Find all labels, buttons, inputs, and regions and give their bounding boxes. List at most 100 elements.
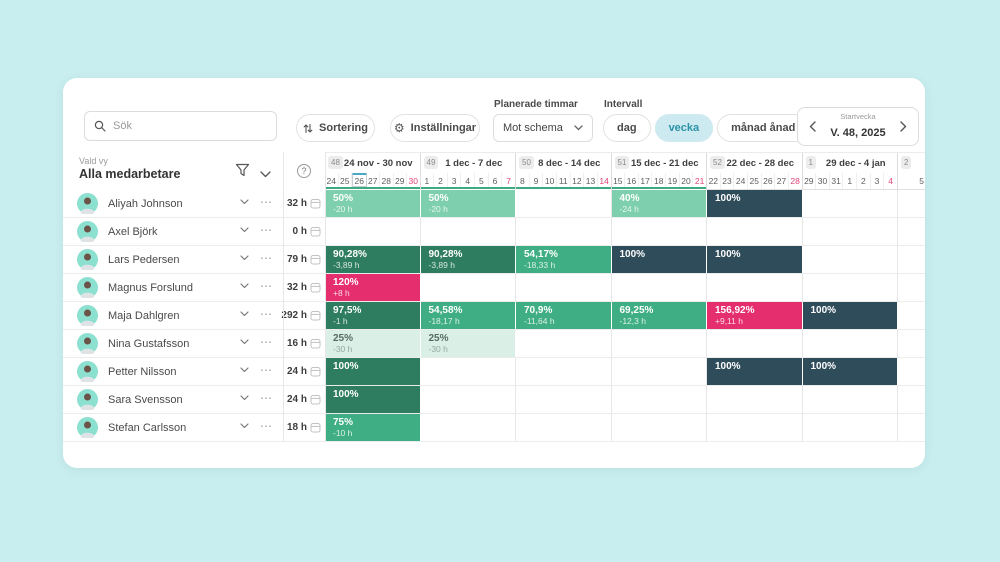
day-header[interactable]: 6 bbox=[489, 173, 503, 187]
grid-cell[interactable] bbox=[707, 386, 803, 413]
chevron-down-icon[interactable] bbox=[240, 199, 249, 205]
employee-cell[interactable]: Petter Nilsson ⋯ bbox=[63, 358, 283, 385]
grid-cell[interactable] bbox=[898, 246, 925, 273]
grid-cell[interactable] bbox=[707, 218, 803, 245]
day-header[interactable]: 30 bbox=[408, 176, 418, 186]
row-menu-icon[interactable]: ⋯ bbox=[260, 251, 273, 265]
interval-option-månad[interactable]: månad ånad bbox=[717, 114, 810, 142]
employee-cell[interactable]: Sara Svensson ⋯ bbox=[63, 386, 283, 413]
day-header[interactable]: 1 bbox=[843, 173, 858, 189]
grid-cell[interactable] bbox=[898, 218, 925, 245]
grid-cell[interactable] bbox=[516, 414, 612, 441]
settings-button[interactable]: ⚙ Inställningar bbox=[390, 114, 480, 142]
chevron-down-icon[interactable] bbox=[240, 283, 249, 289]
day-header[interactable]: 27 bbox=[775, 173, 789, 189]
grid-cell[interactable] bbox=[803, 246, 898, 273]
grid-cell[interactable]: 90,28% -3,89 h bbox=[420, 246, 516, 273]
day-header[interactable]: 29 bbox=[394, 173, 407, 187]
employee-cell[interactable]: Nina Gustafsson ⋯ bbox=[63, 330, 283, 357]
grid-cell[interactable] bbox=[898, 302, 925, 329]
grid-cell[interactable] bbox=[516, 386, 612, 413]
planned-hours-select[interactable]: Mot schema bbox=[493, 114, 593, 142]
grid-cell[interactable]: 69,25% -12,3 h bbox=[611, 302, 707, 329]
day-header[interactable]: 1 bbox=[421, 173, 435, 187]
grid-cell[interactable] bbox=[612, 218, 707, 245]
next-week-button[interactable] bbox=[898, 119, 909, 134]
chevron-down-icon[interactable] bbox=[240, 395, 249, 401]
grid-cell[interactable]: 54,58% -18,17 h bbox=[420, 302, 516, 329]
grid-cell[interactable]: 25% -30 h bbox=[325, 330, 421, 357]
grid-cell[interactable]: 70,9% -11,64 h bbox=[516, 302, 612, 329]
day-header[interactable]: 2 bbox=[857, 173, 871, 189]
grid-cell[interactable]: 100% bbox=[802, 302, 898, 329]
day-header[interactable]: 25 bbox=[339, 173, 352, 187]
day-header[interactable]: 3 bbox=[871, 173, 885, 189]
grid-cell[interactable] bbox=[898, 274, 925, 301]
grid-cell[interactable]: 25% -30 h bbox=[420, 330, 516, 357]
grid-cell[interactable]: 120% +8 h bbox=[325, 274, 421, 301]
chevron-down-icon[interactable] bbox=[260, 165, 271, 183]
chevron-down-icon[interactable] bbox=[240, 339, 249, 345]
grid-cell[interactable]: 100% bbox=[611, 246, 707, 273]
grid-cell[interactable]: 100% bbox=[325, 358, 421, 385]
day-header[interactable]: 30 bbox=[816, 173, 830, 189]
day-header[interactable]: 13 bbox=[584, 173, 598, 187]
grid-cell[interactable]: 100% bbox=[707, 358, 803, 385]
day-header[interactable]: 10 bbox=[543, 173, 557, 187]
filter-icon[interactable] bbox=[235, 163, 250, 182]
grid-cell[interactable] bbox=[707, 330, 803, 357]
grid-cell[interactable]: 97,5% -1 h bbox=[325, 302, 421, 329]
day-header[interactable]: 27 bbox=[367, 173, 380, 187]
interval-option-dag[interactable]: dag bbox=[603, 114, 651, 142]
chevron-down-icon[interactable] bbox=[240, 311, 249, 317]
day-header[interactable]: 8 bbox=[516, 173, 530, 187]
grid-cell[interactable] bbox=[421, 274, 516, 301]
grid-cell[interactable]: 54,17% -18,33 h bbox=[516, 246, 612, 273]
day-header[interactable]: 23 bbox=[721, 173, 735, 189]
employee-cell[interactable]: Aliyah Johnson ⋯ bbox=[63, 190, 283, 217]
employee-cell[interactable]: Lars Pedersen ⋯ bbox=[63, 246, 283, 273]
grid-cell[interactable] bbox=[898, 358, 925, 385]
day-header[interactable]: 24 bbox=[325, 173, 339, 187]
row-menu-icon[interactable]: ⋯ bbox=[260, 335, 273, 349]
day-header[interactable]: 14 bbox=[599, 176, 609, 186]
day-header[interactable]: 17 bbox=[639, 173, 653, 187]
grid-cell[interactable]: 100% bbox=[802, 358, 898, 385]
day-header[interactable]: 5 bbox=[475, 173, 489, 187]
grid-cell[interactable] bbox=[612, 330, 707, 357]
day-header[interactable]: 20 bbox=[680, 173, 694, 187]
day-header[interactable]: 18 bbox=[652, 173, 667, 187]
row-menu-icon[interactable]: ⋯ bbox=[260, 279, 273, 293]
grid-cell[interactable] bbox=[898, 330, 925, 357]
grid-cell[interactable]: 90,28% -3,89 h bbox=[325, 246, 421, 273]
row-menu-icon[interactable]: ⋯ bbox=[260, 195, 273, 209]
grid-cell[interactable] bbox=[421, 358, 516, 385]
day-header[interactable]: 19 bbox=[666, 173, 680, 187]
grid-cell[interactable] bbox=[803, 218, 898, 245]
day-header[interactable]: 16 bbox=[625, 173, 639, 187]
day-header[interactable]: 11 bbox=[557, 173, 571, 187]
day-header[interactable]: 26 bbox=[352, 173, 367, 187]
day-header[interactable]: 2 bbox=[434, 173, 448, 187]
grid-cell[interactable] bbox=[803, 274, 898, 301]
day-header[interactable]: 24 bbox=[734, 173, 748, 189]
grid-cell[interactable]: 100% bbox=[707, 190, 803, 217]
grid-cell[interactable] bbox=[898, 386, 925, 413]
search-input[interactable] bbox=[113, 120, 253, 132]
day-header[interactable]: 28 bbox=[790, 176, 800, 186]
day-header[interactable]: 5 bbox=[898, 173, 925, 189]
day-header[interactable]: 31 bbox=[830, 173, 844, 189]
row-menu-icon[interactable]: ⋯ bbox=[260, 419, 273, 433]
day-header[interactable]: 29 bbox=[803, 173, 817, 189]
grid-cell[interactable] bbox=[612, 274, 707, 301]
grid-cell[interactable] bbox=[803, 330, 898, 357]
grid-cell[interactable] bbox=[898, 414, 925, 441]
day-header[interactable]: 21 bbox=[694, 176, 705, 186]
day-header[interactable]: 28 bbox=[380, 173, 394, 187]
grid-cell[interactable] bbox=[612, 358, 707, 385]
employee-cell[interactable]: Stefan Carlsson ⋯ bbox=[63, 414, 283, 441]
grid-cell[interactable] bbox=[421, 218, 516, 245]
grid-cell[interactable] bbox=[421, 414, 516, 441]
employee-cell[interactable]: Magnus Forslund ⋯ bbox=[63, 274, 283, 301]
chevron-down-icon[interactable] bbox=[240, 227, 249, 233]
